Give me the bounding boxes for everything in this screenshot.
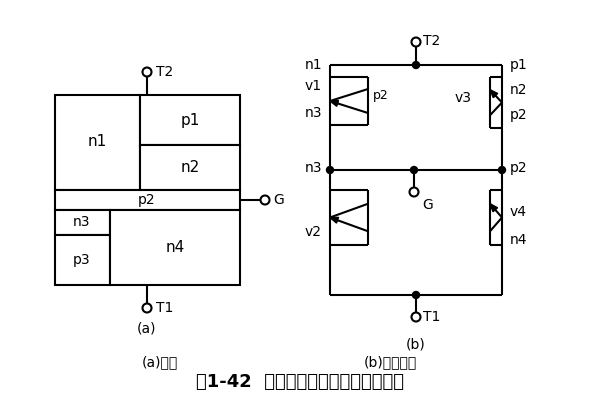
Circle shape [143, 68, 151, 76]
Text: (b): (b) [406, 338, 426, 352]
Text: G: G [422, 198, 433, 212]
Text: (b)等效电路: (b)等效电路 [364, 355, 416, 369]
Text: n2: n2 [181, 160, 200, 174]
Text: v4: v4 [510, 206, 527, 220]
Circle shape [413, 62, 419, 68]
Polygon shape [490, 90, 497, 98]
Text: n1: n1 [304, 58, 322, 72]
Circle shape [409, 188, 419, 196]
Text: (a): (a) [137, 321, 157, 335]
Text: T2: T2 [156, 65, 173, 79]
Bar [55, 95, 140, 190]
Text: n4: n4 [510, 232, 527, 246]
Polygon shape [330, 217, 338, 223]
Text: T1: T1 [423, 310, 440, 324]
Text: p2: p2 [510, 108, 527, 122]
Circle shape [410, 166, 418, 174]
Text: n4: n4 [166, 240, 185, 254]
Bar [140, 95, 240, 145]
Text: n3: n3 [73, 215, 91, 229]
Text: n2: n2 [510, 84, 527, 98]
Text: v1: v1 [305, 79, 322, 93]
Bar [55, 235, 110, 285]
Text: T1: T1 [156, 301, 173, 315]
Text: p2: p2 [510, 161, 527, 175]
Circle shape [326, 166, 334, 174]
Circle shape [260, 196, 269, 204]
Bar [55, 190, 240, 210]
Text: T2: T2 [423, 34, 440, 48]
Circle shape [143, 304, 151, 312]
Text: n1: n1 [88, 134, 107, 150]
Text: p2: p2 [138, 193, 156, 207]
Circle shape [499, 166, 505, 174]
Circle shape [412, 38, 421, 46]
Text: p1: p1 [181, 114, 200, 128]
Text: v3: v3 [455, 90, 472, 104]
Bar [110, 210, 240, 285]
Text: G: G [273, 193, 284, 207]
Circle shape [413, 292, 419, 298]
Text: p1: p1 [510, 58, 528, 72]
Text: n3: n3 [305, 106, 322, 120]
Text: p3: p3 [73, 253, 91, 267]
Text: (a)结构: (a)结构 [142, 355, 178, 369]
Bar [140, 145, 240, 190]
Text: n3: n3 [305, 161, 322, 175]
Polygon shape [490, 204, 497, 212]
Polygon shape [330, 100, 338, 106]
Circle shape [412, 312, 421, 322]
Text: 图1-42  双向晶闸管的结构与等效电路: 图1-42 双向晶闸管的结构与等效电路 [196, 373, 404, 391]
Bar [55, 210, 110, 235]
Text: p2: p2 [373, 90, 389, 102]
Text: v2: v2 [305, 226, 322, 240]
